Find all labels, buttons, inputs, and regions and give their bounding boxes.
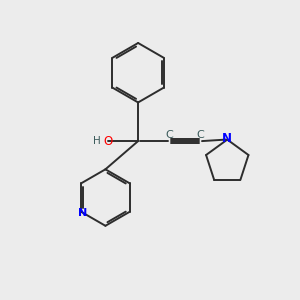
Text: O: O: [103, 135, 112, 148]
Text: N: N: [78, 208, 87, 218]
Text: C: C: [197, 130, 204, 140]
Text: H: H: [93, 136, 101, 146]
Text: N: N: [222, 132, 232, 145]
Text: C: C: [165, 130, 173, 140]
